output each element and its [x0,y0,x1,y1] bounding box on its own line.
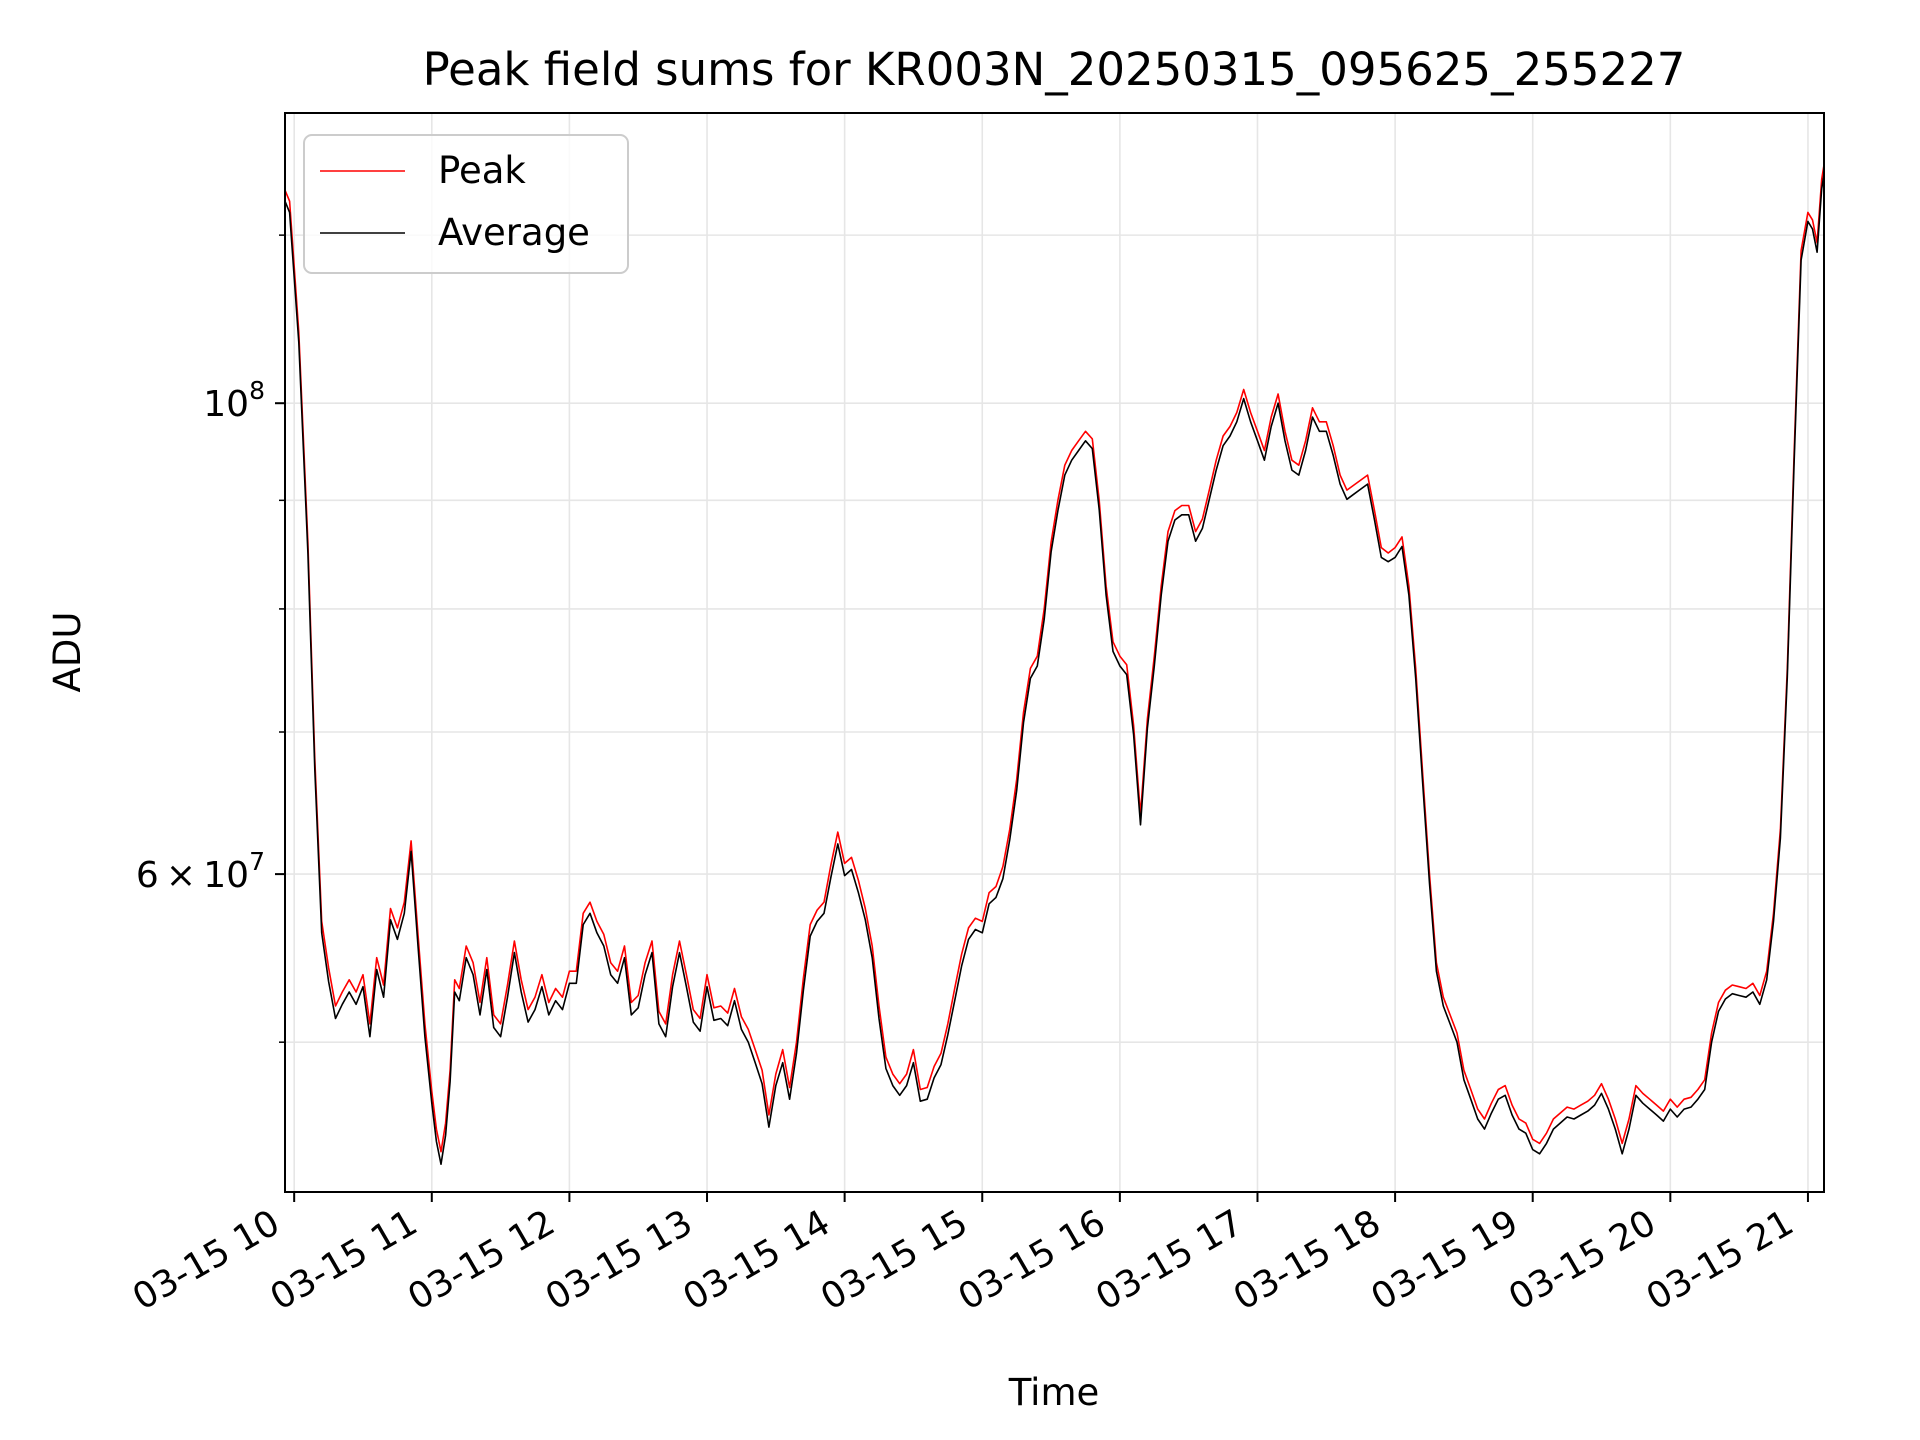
plot-series [284,164,1825,1165]
y-tick-label: 108 [203,376,265,425]
y-axis-ticks: 6 × 107 108 [136,234,285,1043]
x-axis-label: Time [1008,1371,1100,1414]
series-line-average [284,174,1825,1165]
legend-label-peak: Peak [438,149,526,192]
y-tick-label-base: 10 [203,384,249,425]
y-tick-label-exponent: 8 [249,376,265,405]
y-tick-label-exponent: 7 [249,847,265,876]
plot-frame [284,112,1825,1193]
legend: Peak Average [303,134,629,274]
grid [285,113,1824,1192]
legend-label-average: Average [438,211,590,254]
series-line-peak [284,164,1825,1153]
chart-title: Peak field sums for KR003N_20250315_0956… [423,43,1686,96]
y-axis-label: ADU [46,612,89,693]
y-tick-label: 6 × 107 [136,847,265,896]
legend-box [303,134,629,274]
y-tick-label-base: 6 × 10 [136,855,249,896]
